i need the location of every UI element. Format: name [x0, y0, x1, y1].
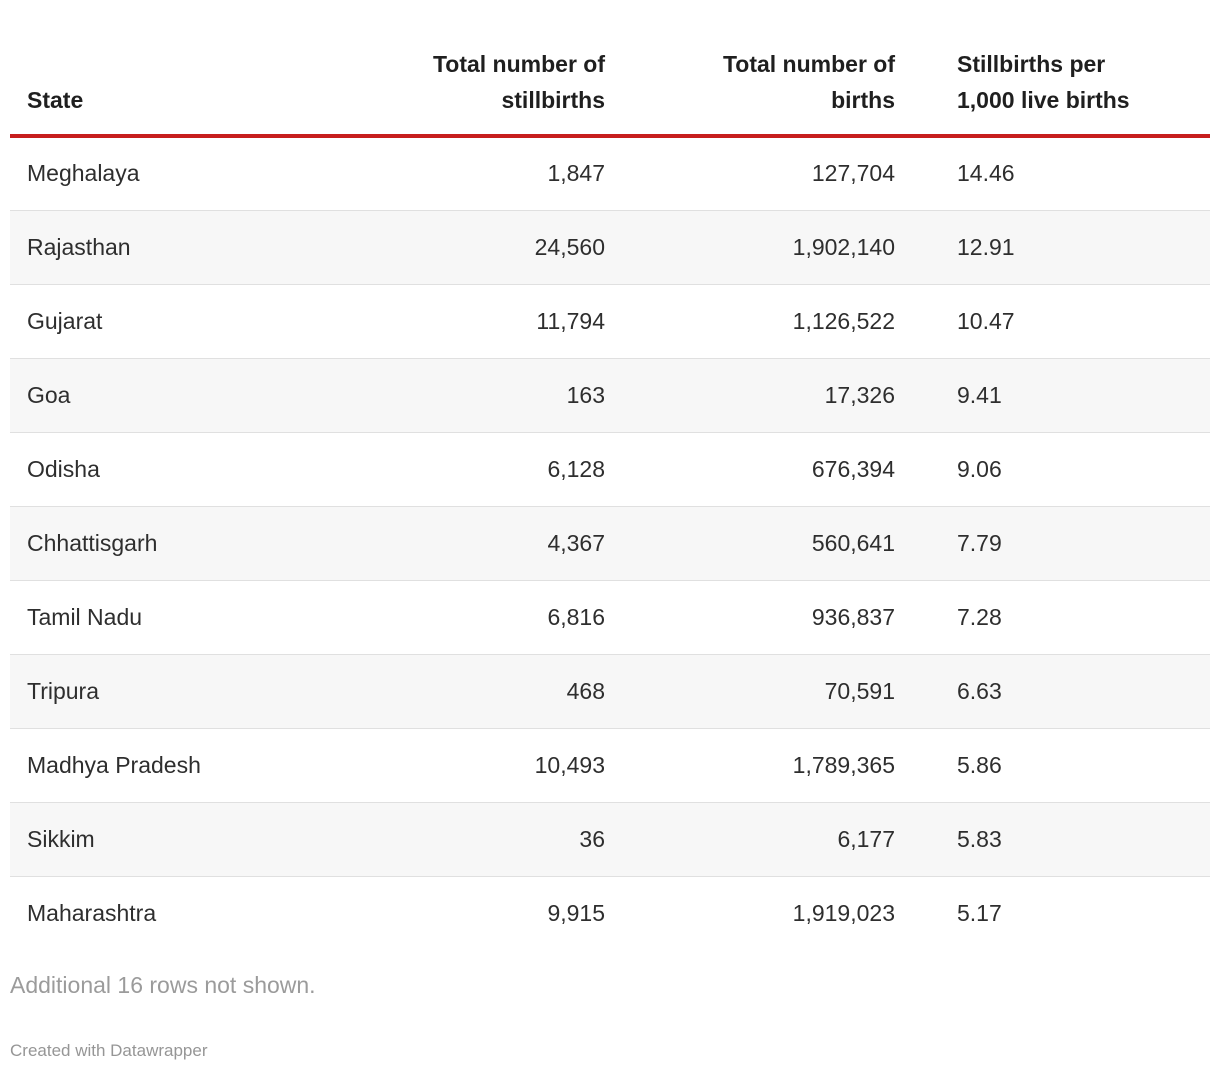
- cell-births: 1,919,023: [792, 899, 895, 926]
- table-row: Rajasthan 24,560 1,902,140 12.91: [10, 210, 1210, 284]
- cell-stillbirths: 11,794: [536, 307, 605, 334]
- data-table: State Total number of stillbirths Total …: [10, 0, 1210, 950]
- cell-stillbirths: 24,560: [534, 233, 605, 260]
- cell-stillbirths: 468: [566, 677, 605, 704]
- column-header-stillbirths: Total number of stillbirths: [345, 0, 622, 138]
- cell-stillbirths: 10,493: [534, 751, 605, 778]
- cell-stillbirths: 36: [579, 825, 605, 852]
- cell-state: Meghalaya: [27, 160, 140, 187]
- cell-state: Maharashtra: [27, 899, 157, 926]
- table-row: Gujarat 11,794 1,126,522 10.47: [10, 284, 1210, 358]
- table-row: Goa 163 17,326 9.41: [10, 358, 1210, 432]
- cell-rate: 9.41: [957, 381, 1002, 408]
- cell-births: 676,394: [811, 455, 895, 482]
- cell-rate: 9.06: [957, 455, 1002, 482]
- cell-state: Goa: [27, 381, 71, 408]
- cell-rate: 6.63: [957, 677, 1002, 704]
- cell-stillbirths: 9,915: [547, 899, 605, 926]
- table-row: Meghalaya 1,847 127,704 14.46: [10, 136, 1210, 210]
- table-row: Chhattisgarh 4,367 560,641 7.79: [10, 506, 1210, 580]
- table-header: State Total number of stillbirths Total …: [10, 0, 1210, 138]
- table-row: Tamil Nadu 6,816 936,837 7.28: [10, 580, 1210, 654]
- cell-stillbirths: 4,367: [547, 529, 605, 556]
- cell-state: Chhattisgarh: [27, 529, 158, 556]
- column-header-rate: Stillbirths per 1,000 live births: [912, 0, 1210, 138]
- table-row: Tripura 468 70,591 6.63: [10, 654, 1210, 728]
- table-body: Meghalaya 1,847 127,704 14.46 Rajasthan 24,56…: [10, 136, 1210, 950]
- cell-births: 127,704: [811, 160, 895, 187]
- table-row: Odisha 6,128 676,394 9.06: [10, 432, 1210, 506]
- cell-births: 1,789,365: [792, 751, 895, 778]
- table-row: Maharashtra 9,915 1,919,023 5.17: [10, 876, 1210, 950]
- cell-rate: 7.28: [957, 603, 1002, 630]
- cell-births: 1,126,522: [792, 307, 895, 334]
- cell-state: Tamil Nadu: [27, 603, 143, 630]
- cell-births: 560,641: [811, 529, 895, 556]
- cell-rate: 14.46: [957, 160, 1015, 187]
- cell-rate: 7.79: [957, 529, 1002, 556]
- cell-state: Madhya Pradesh: [27, 751, 201, 778]
- cell-rate: 10.47: [957, 307, 1015, 334]
- cell-rate: 5.17: [957, 899, 1002, 926]
- cell-state: Tripura: [27, 677, 99, 704]
- cell-stillbirths: 6,128: [547, 455, 605, 482]
- cell-births: 17,326: [824, 381, 895, 408]
- table-header-row: State Total number of stillbirths Total …: [10, 0, 1210, 138]
- cell-rate: 5.86: [957, 751, 1002, 778]
- cell-rate: 12.91: [957, 233, 1015, 260]
- cell-births: 1,902,140: [792, 233, 895, 260]
- cell-stillbirths: 1,847: [547, 160, 605, 187]
- cell-state: Sikkim: [27, 825, 95, 852]
- cell-births: 6,177: [837, 825, 895, 852]
- cell-births: 936,837: [811, 603, 895, 630]
- table-row: Madhya Pradesh 10,493 1,789,365 5.86: [10, 728, 1210, 802]
- column-header-state: State: [10, 0, 345, 138]
- cell-stillbirths: 6,816: [547, 603, 605, 630]
- table-row: Sikkim 36 6,177 5.83: [10, 802, 1210, 876]
- cell-births: 70,591: [824, 677, 895, 704]
- cell-state: Rajasthan: [27, 233, 131, 260]
- cell-stillbirths: 163: [566, 381, 605, 408]
- column-header-births: Total number of births: [622, 0, 912, 138]
- datawrapper-attribution: Created with Datawrapper: [10, 1041, 208, 1060]
- cell-state: Odisha: [27, 455, 100, 482]
- rows-not-shown-note: Additional 16 rows not shown.: [10, 972, 316, 998]
- cell-state: Gujarat: [27, 307, 103, 334]
- cell-rate: 5.83: [957, 825, 1002, 852]
